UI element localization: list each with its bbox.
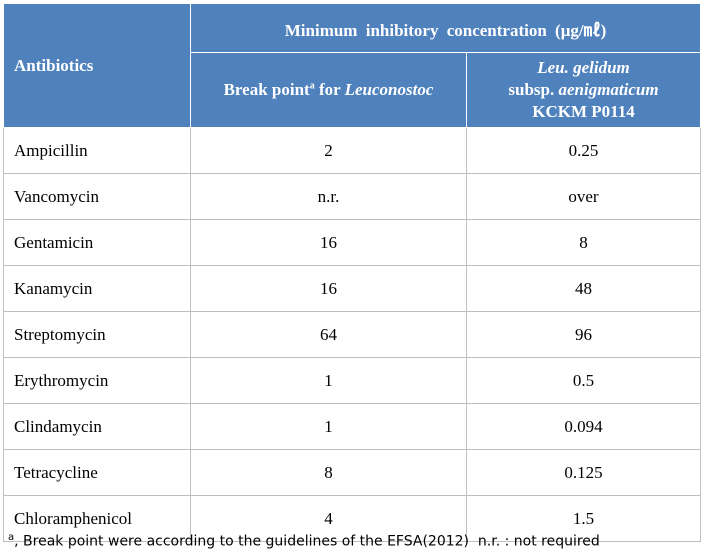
mic-table: Antibiotics Minimum inhibitory concentra… [3,3,701,542]
cell-value: 0.125 [466,449,701,496]
table-row: Ampicillin 2 0.25 [3,127,701,174]
table-row: Streptomycin 64 96 [3,311,701,358]
cell-value: 8 [466,219,701,266]
text: KCKM P0114 [532,102,635,121]
header-group: Minimum inhibitory concentration (μg/㎖) [190,3,701,53]
cell-value: 16 [190,265,467,312]
cell-value: 96 [466,311,701,358]
table-row: Gentamicin 16 8 [3,219,701,266]
footnote: a, Break point were according to the gui… [8,532,600,550]
antibiotic-name: Ampicillin [3,127,191,174]
text: for [314,80,345,99]
sup: a [309,80,315,92]
text: Leuconostoc [344,80,434,99]
cell-value: 0.25 [466,127,701,174]
cell-value: 0.5 [466,357,701,404]
antibiotic-name: Gentamicin [3,219,191,266]
header-strain: Leu. gelidum subsp. aenigmaticum KCKM P011… [466,52,701,128]
text: Break point [223,80,310,99]
table-body: Ampicillin 2 0.25 Vancomycin n.r. over Gentami… [3,127,701,542]
cell-value: 1 [190,403,467,450]
table-row: Erythromycin 1 0.5 [3,357,701,404]
cell-value: 8 [190,449,467,496]
table-row: Tetracycline 8 0.125 [3,449,701,496]
antibiotic-name: Chloramphenicol [3,495,191,542]
table-row: Kanamycin 16 48 [3,265,701,312]
antibiotic-name: Erythromycin [3,357,191,404]
table-row: Clindamycin 1 0.094 [3,403,701,450]
cell-value: 64 [190,311,467,358]
text: aenigmaticum [558,80,659,99]
cell-value: over [466,173,701,220]
antibiotic-name: Streptomycin [3,311,191,358]
header-breakpoint: Break pointa for Leuconostoc [190,52,467,128]
cell-value: 4 [190,495,467,542]
cell-value: 0.094 [466,403,701,450]
cell-value: 16 [190,219,467,266]
antibiotic-name: Tetracycline [3,449,191,496]
cell-value: 1.5 [466,495,701,542]
cell-value: 2 [190,127,467,174]
header-antibiotics: Antibiotics [3,3,191,128]
sup: a [8,532,15,543]
antibiotic-name: Clindamycin [3,403,191,450]
text: subsp. [508,80,559,99]
table-row: Chloramphenicol 4 1.5 [3,495,701,542]
cell-value: 48 [466,265,701,312]
text: Leu. gelidum [537,58,630,77]
antibiotic-name: Kanamycin [3,265,191,312]
text: , Break point were according to the guid… [14,533,600,550]
cell-value: 1 [190,357,467,404]
cell-value: n.r. [190,173,467,220]
antibiotic-name: Vancomycin [3,173,191,220]
table-row: Vancomycin n.r. over [3,173,701,220]
